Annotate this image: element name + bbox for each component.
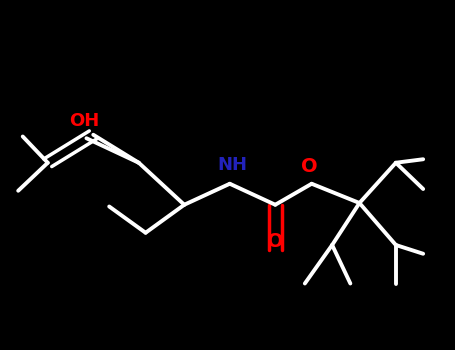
Text: OH: OH: [69, 112, 99, 130]
Text: NH: NH: [217, 155, 247, 174]
Text: O: O: [301, 157, 318, 176]
Text: O: O: [267, 232, 283, 251]
